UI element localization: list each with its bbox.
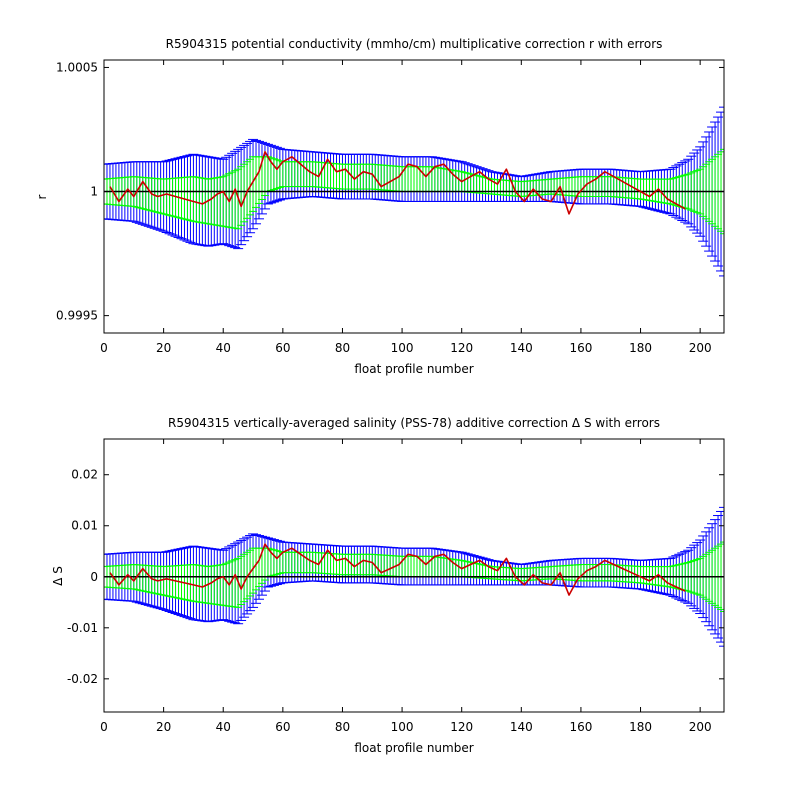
x-tick-label: 200 (689, 720, 712, 734)
y-tick-label: 1.0005 (56, 60, 98, 74)
y-tick-label: -0.02 (67, 672, 98, 686)
plot-area (104, 506, 724, 647)
y-tick-label: 0 (90, 570, 98, 584)
panel-title: R5904315 potential conductivity (mmho/cm… (166, 37, 663, 51)
x-tick-label: 100 (391, 720, 414, 734)
x-tick-label: 80 (335, 341, 350, 355)
series-line (109, 543, 686, 596)
y-axis: 0.9995 1 1.0005 (56, 60, 724, 323)
x-tick-label: 40 (216, 341, 231, 355)
x-tick-label: 180 (629, 341, 652, 355)
panel-conductivity: R5904315 potential conductivity (mmho/cm… (35, 37, 725, 376)
x-tick-label: 60 (275, 720, 290, 734)
x-tick-label: 120 (450, 341, 473, 355)
x-axis-label: float profile number (354, 741, 473, 755)
x-tick-label: 0 (100, 720, 108, 734)
series-line (109, 151, 686, 215)
y-tick-label: 1 (90, 185, 98, 199)
axes-border (103, 59, 725, 334)
x-axis-label: float profile number (354, 362, 473, 376)
axes-border (103, 438, 725, 713)
y-axis-label: r (35, 194, 49, 199)
x-tick-label: 40 (216, 720, 231, 734)
x-axis: 0 20 40 60 80 100 120 140 160 180 200 (100, 60, 712, 355)
panel-title: R5904315 vertically-averaged salinity (P… (168, 416, 660, 430)
y-tick-label: 0.01 (71, 519, 98, 533)
y-tick-label: 0.9995 (56, 309, 98, 323)
x-tick-label: 100 (391, 341, 414, 355)
y-tick-label: -0.01 (67, 621, 98, 635)
x-tick-label: 140 (510, 341, 533, 355)
x-tick-label: 140 (510, 720, 533, 734)
x-tick-label: 160 (569, 720, 592, 734)
x-tick-label: 180 (629, 720, 652, 734)
x-tick-label: 160 (569, 341, 592, 355)
x-tick-label: 200 (689, 341, 712, 355)
plot-area (104, 106, 724, 277)
x-tick-label: 60 (275, 341, 290, 355)
x-axis: 0 20 40 60 80 100 120 140 160 180 200 (100, 439, 712, 734)
x-tick-label: 120 (450, 720, 473, 734)
y-axis: -0.02 -0.01 0 0.01 0.02 (67, 468, 724, 686)
x-tick-label: 20 (156, 720, 171, 734)
x-tick-label: 0 (100, 341, 108, 355)
panel-salinity: R5904315 vertically-averaged salinity (P… (51, 416, 725, 755)
x-tick-label: 20 (156, 341, 171, 355)
x-tick-label: 80 (335, 720, 350, 734)
y-tick-label: 0.02 (71, 468, 98, 482)
y-axis-label: Δ S (51, 566, 65, 586)
